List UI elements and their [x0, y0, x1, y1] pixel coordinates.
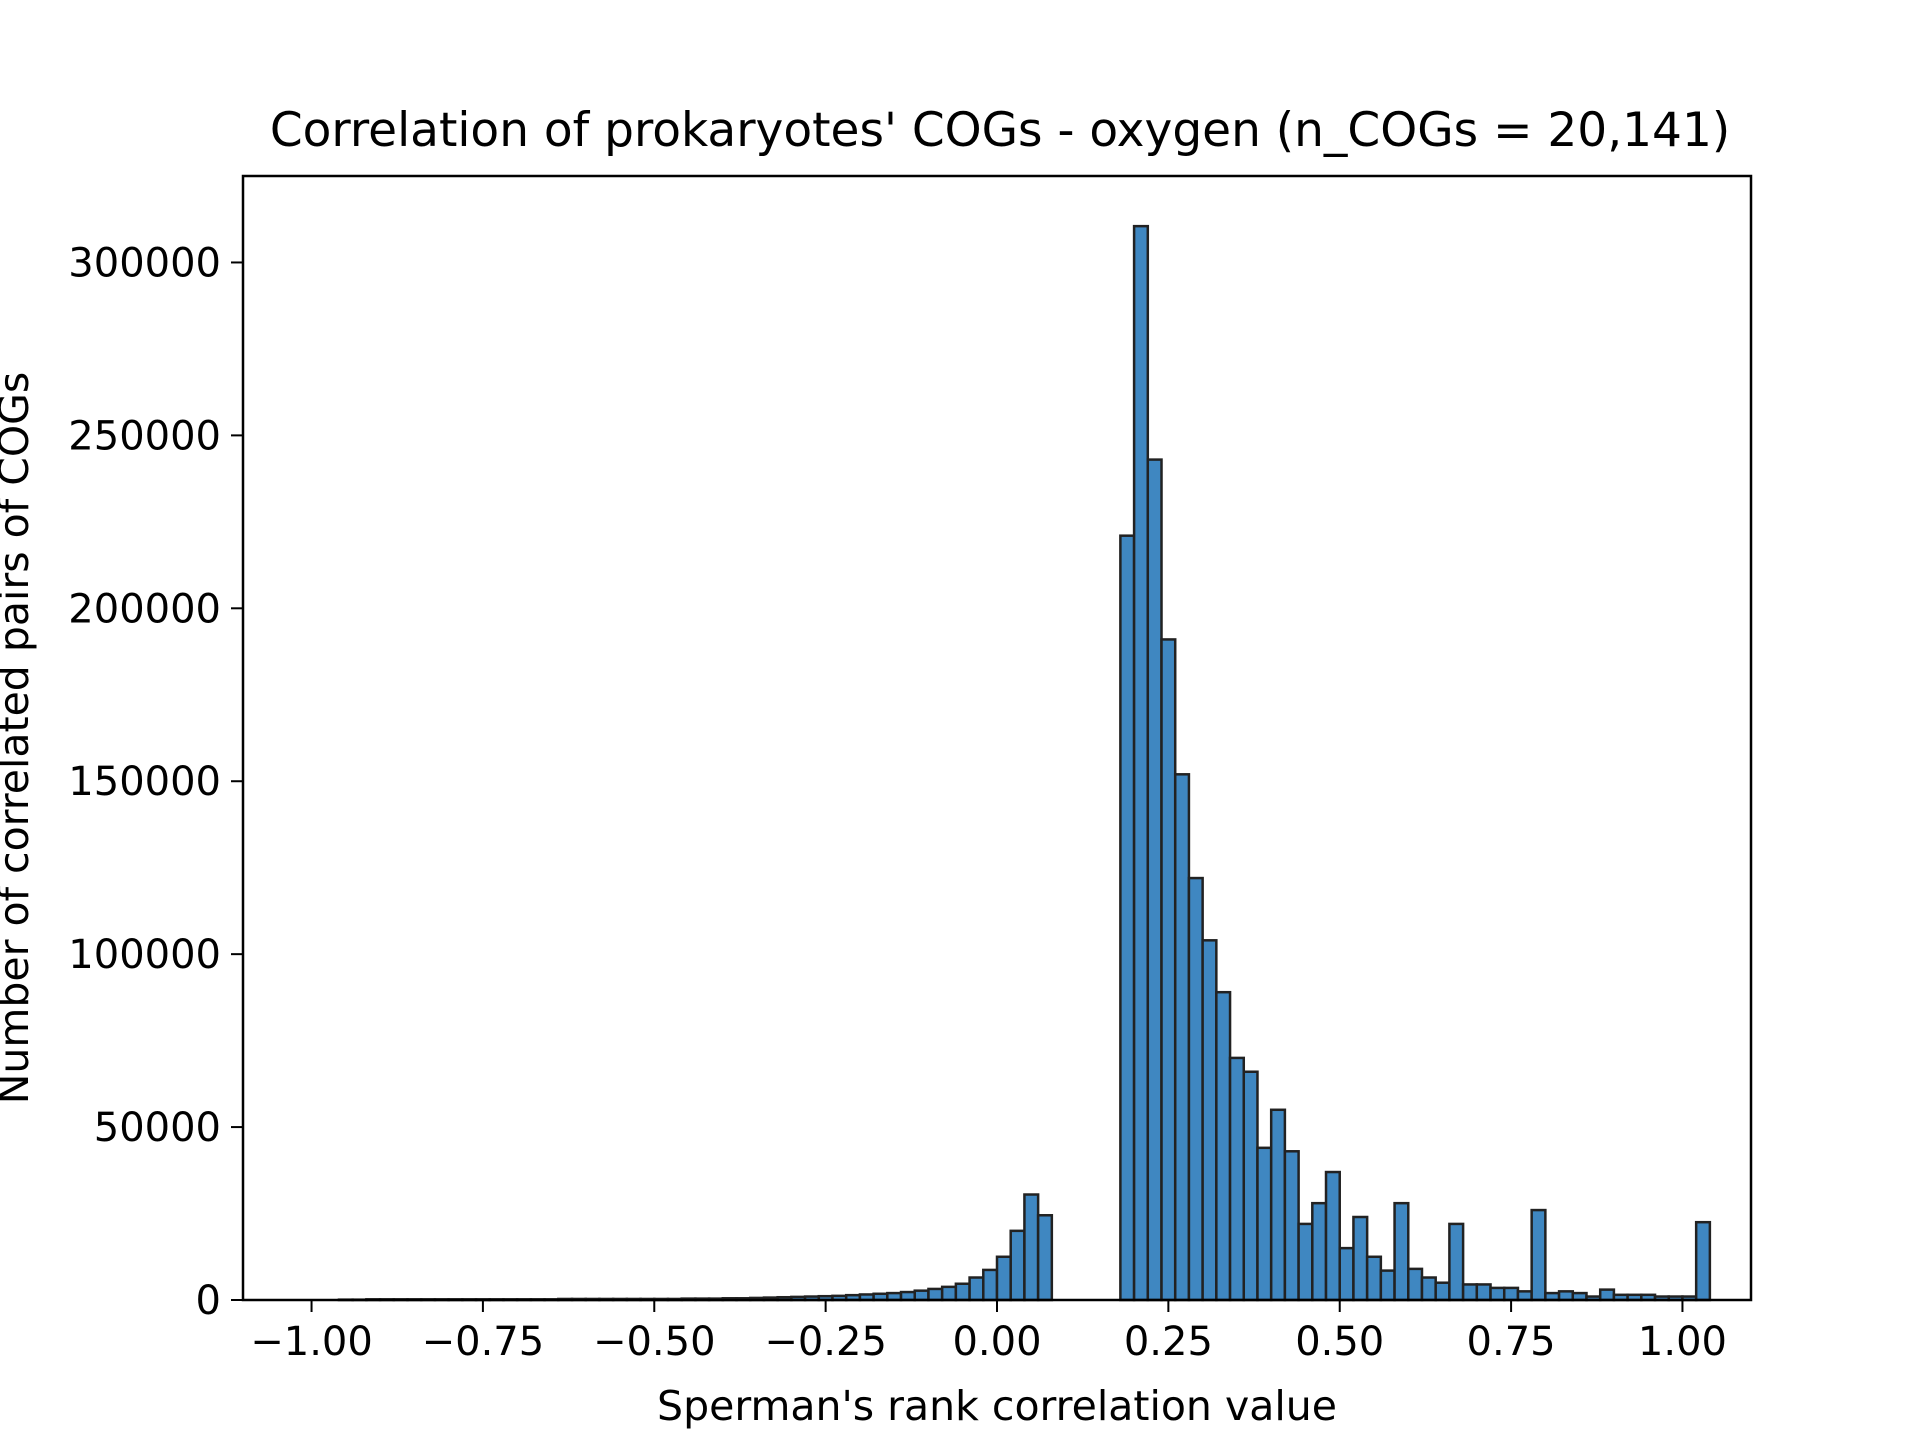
y-tick-label: 0 [196, 1278, 221, 1324]
histogram-bar [1269, 1108, 1287, 1302]
histogram-bar [1009, 1229, 1026, 1302]
histogram-bar [1283, 1150, 1300, 1302]
histogram-bar [1242, 1070, 1259, 1302]
histogram-bar [1146, 458, 1163, 1302]
histogram-bar [1694, 1220, 1712, 1302]
y-tick-label: 150000 [68, 759, 221, 805]
histogram-bar [1324, 1170, 1341, 1302]
x-tick-label: −0.75 [422, 1319, 545, 1365]
x-tick-label: 0.25 [1124, 1319, 1213, 1365]
histogram-bar [1160, 638, 1177, 1302]
histogram-bar [1393, 1201, 1410, 1302]
histogram-bar [1420, 1276, 1437, 1302]
histogram-bar [1119, 534, 1136, 1302]
histogram-bar [1311, 1201, 1328, 1302]
chart-title: Correlation of prokaryotes' COGs - oxyge… [270, 103, 1730, 158]
plot-area [241, 174, 1753, 1302]
histogram-bar [1215, 990, 1232, 1302]
y-tick-label: 200000 [68, 586, 221, 632]
histogram-bar [1434, 1281, 1451, 1302]
x-axis: −1.00 −0.75 −0.50 −0.25 0.00 0.25 0.50 0.75 1.00 [250, 1300, 1727, 1365]
histogram-bar [1530, 1208, 1547, 1302]
histogram-bar [1132, 224, 1150, 1302]
histogram-bar [1502, 1286, 1520, 1302]
histogram-bar [1461, 1283, 1479, 1302]
x-tick-label: 0.00 [952, 1319, 1041, 1365]
x-tick-label: 0.50 [1295, 1319, 1384, 1365]
histogram-bar [968, 1276, 985, 1302]
histogram-bar [1297, 1222, 1314, 1302]
histogram-bar [1365, 1255, 1383, 1302]
histogram-bar [940, 1285, 958, 1302]
histogram-bar [927, 1287, 944, 1302]
y-tick-label: 250000 [68, 413, 221, 459]
histogram-bar [1173, 773, 1191, 1302]
histogram-bar [1256, 1146, 1273, 1302]
y-axis-label: Number of correlated pairs of COGs [0, 372, 38, 1104]
histogram-bar [1201, 939, 1218, 1302]
x-tick-label: −0.25 [764, 1319, 887, 1365]
y-axis: 0 50000 100000 150000 200000 250000 300000 [68, 240, 243, 1324]
histogram-bar [1448, 1222, 1465, 1302]
histogram-bar [1352, 1215, 1369, 1302]
histogram-bar [1407, 1267, 1424, 1302]
histogram-bar [913, 1289, 930, 1302]
histogram-bar [1557, 1290, 1575, 1302]
histogram-bar [982, 1268, 999, 1302]
x-tick-label: 0.75 [1467, 1319, 1556, 1365]
histogram-bar [1338, 1246, 1355, 1302]
plot-background [243, 176, 1751, 1300]
histogram-bar [1516, 1290, 1533, 1302]
y-tick-label: 300000 [68, 240, 221, 286]
x-tick-label: 1.00 [1638, 1319, 1727, 1365]
histogram-bar [1023, 1193, 1040, 1302]
histogram-bar [1187, 876, 1204, 1302]
histogram-bar [1475, 1283, 1492, 1302]
x-axis-label: Sperman's rank correlation value [657, 1382, 1337, 1430]
histogram-bar [1228, 1056, 1246, 1302]
y-tick-label: 50000 [94, 1105, 221, 1151]
histogram-bar [1379, 1269, 1396, 1302]
histogram-bar [1489, 1286, 1506, 1302]
histogram-bar [954, 1282, 971, 1302]
histogram-bar [1036, 1214, 1054, 1302]
histogram-bar [995, 1255, 1012, 1302]
y-tick-label: 100000 [68, 932, 221, 978]
x-tick-label: −0.50 [593, 1319, 716, 1365]
x-tick-label: −1.00 [250, 1319, 373, 1365]
histogram-bar [1598, 1288, 1616, 1302]
